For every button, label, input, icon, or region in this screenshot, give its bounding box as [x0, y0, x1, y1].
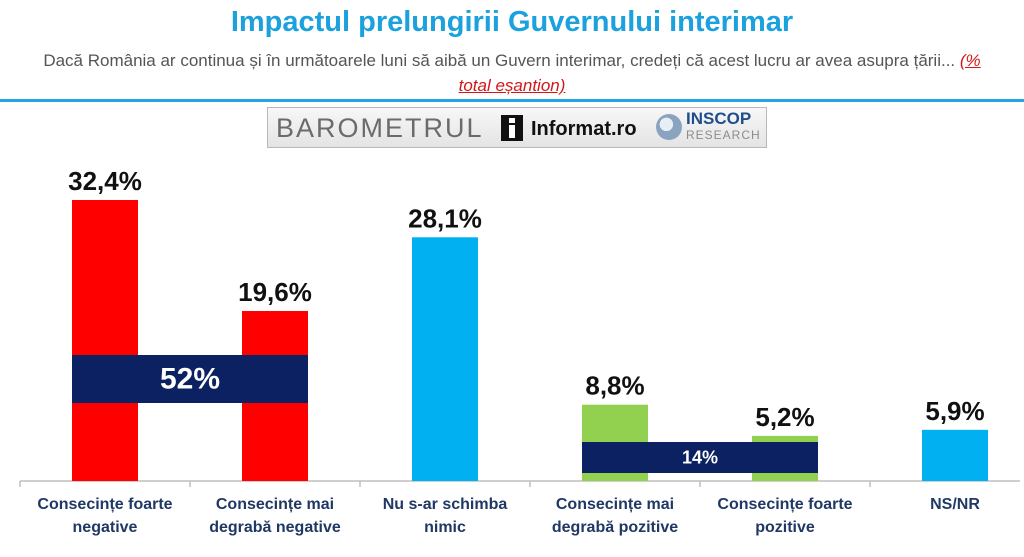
bar — [72, 200, 138, 481]
data-label: 5,9% — [925, 396, 984, 426]
data-label: 19,6% — [238, 277, 312, 307]
category-label: Nu s-ar schimba nimic — [382, 496, 508, 536]
inscop-logo-icon — [656, 114, 682, 140]
data-label: 8,8% — [585, 371, 644, 401]
category-label: Consecințe foarte pozitive — [717, 496, 853, 536]
category-label: Consecințe mai degrabă negative — [209, 496, 341, 536]
data-label: 32,4% — [68, 166, 142, 196]
category-label: Consecințe mai degrabă pozitive — [551, 496, 679, 536]
group-band — [72, 355, 308, 403]
group-band-label: 14% — [682, 448, 718, 468]
data-label: 28,1% — [408, 203, 482, 233]
inscop-research-text: RESEARCH — [686, 128, 761, 142]
barometrul-logo-text: BAROMETRUL — [276, 113, 484, 143]
subtitle-question: Dacă România ar continua și în următoare… — [43, 51, 956, 70]
group-band-label: 52% — [160, 363, 220, 396]
category-label: NS/NR — [930, 496, 980, 513]
bar — [412, 237, 478, 481]
inscop-logo-text: INSCOP — [686, 109, 752, 128]
category-label: Consecințe foarte negative — [37, 496, 173, 536]
chart-subtitle: Dacă România ar continua și în următoare… — [40, 48, 984, 98]
barometer-logo-banner: BAROMETRUL Informat.ro INSCOP RESEARCH — [267, 107, 767, 148]
subtitle-note: (% total eșantion) — [458, 51, 981, 95]
title-divider — [0, 99, 1024, 102]
informat-logo-text: Informat.ro — [531, 118, 637, 140]
group-band — [582, 442, 818, 473]
bar — [922, 429, 988, 481]
chart-title: Impactul prelungirii Guvernului interima… — [230, 6, 794, 38]
informat-info-icon — [501, 115, 523, 141]
data-label: 5,2% — [755, 402, 814, 432]
